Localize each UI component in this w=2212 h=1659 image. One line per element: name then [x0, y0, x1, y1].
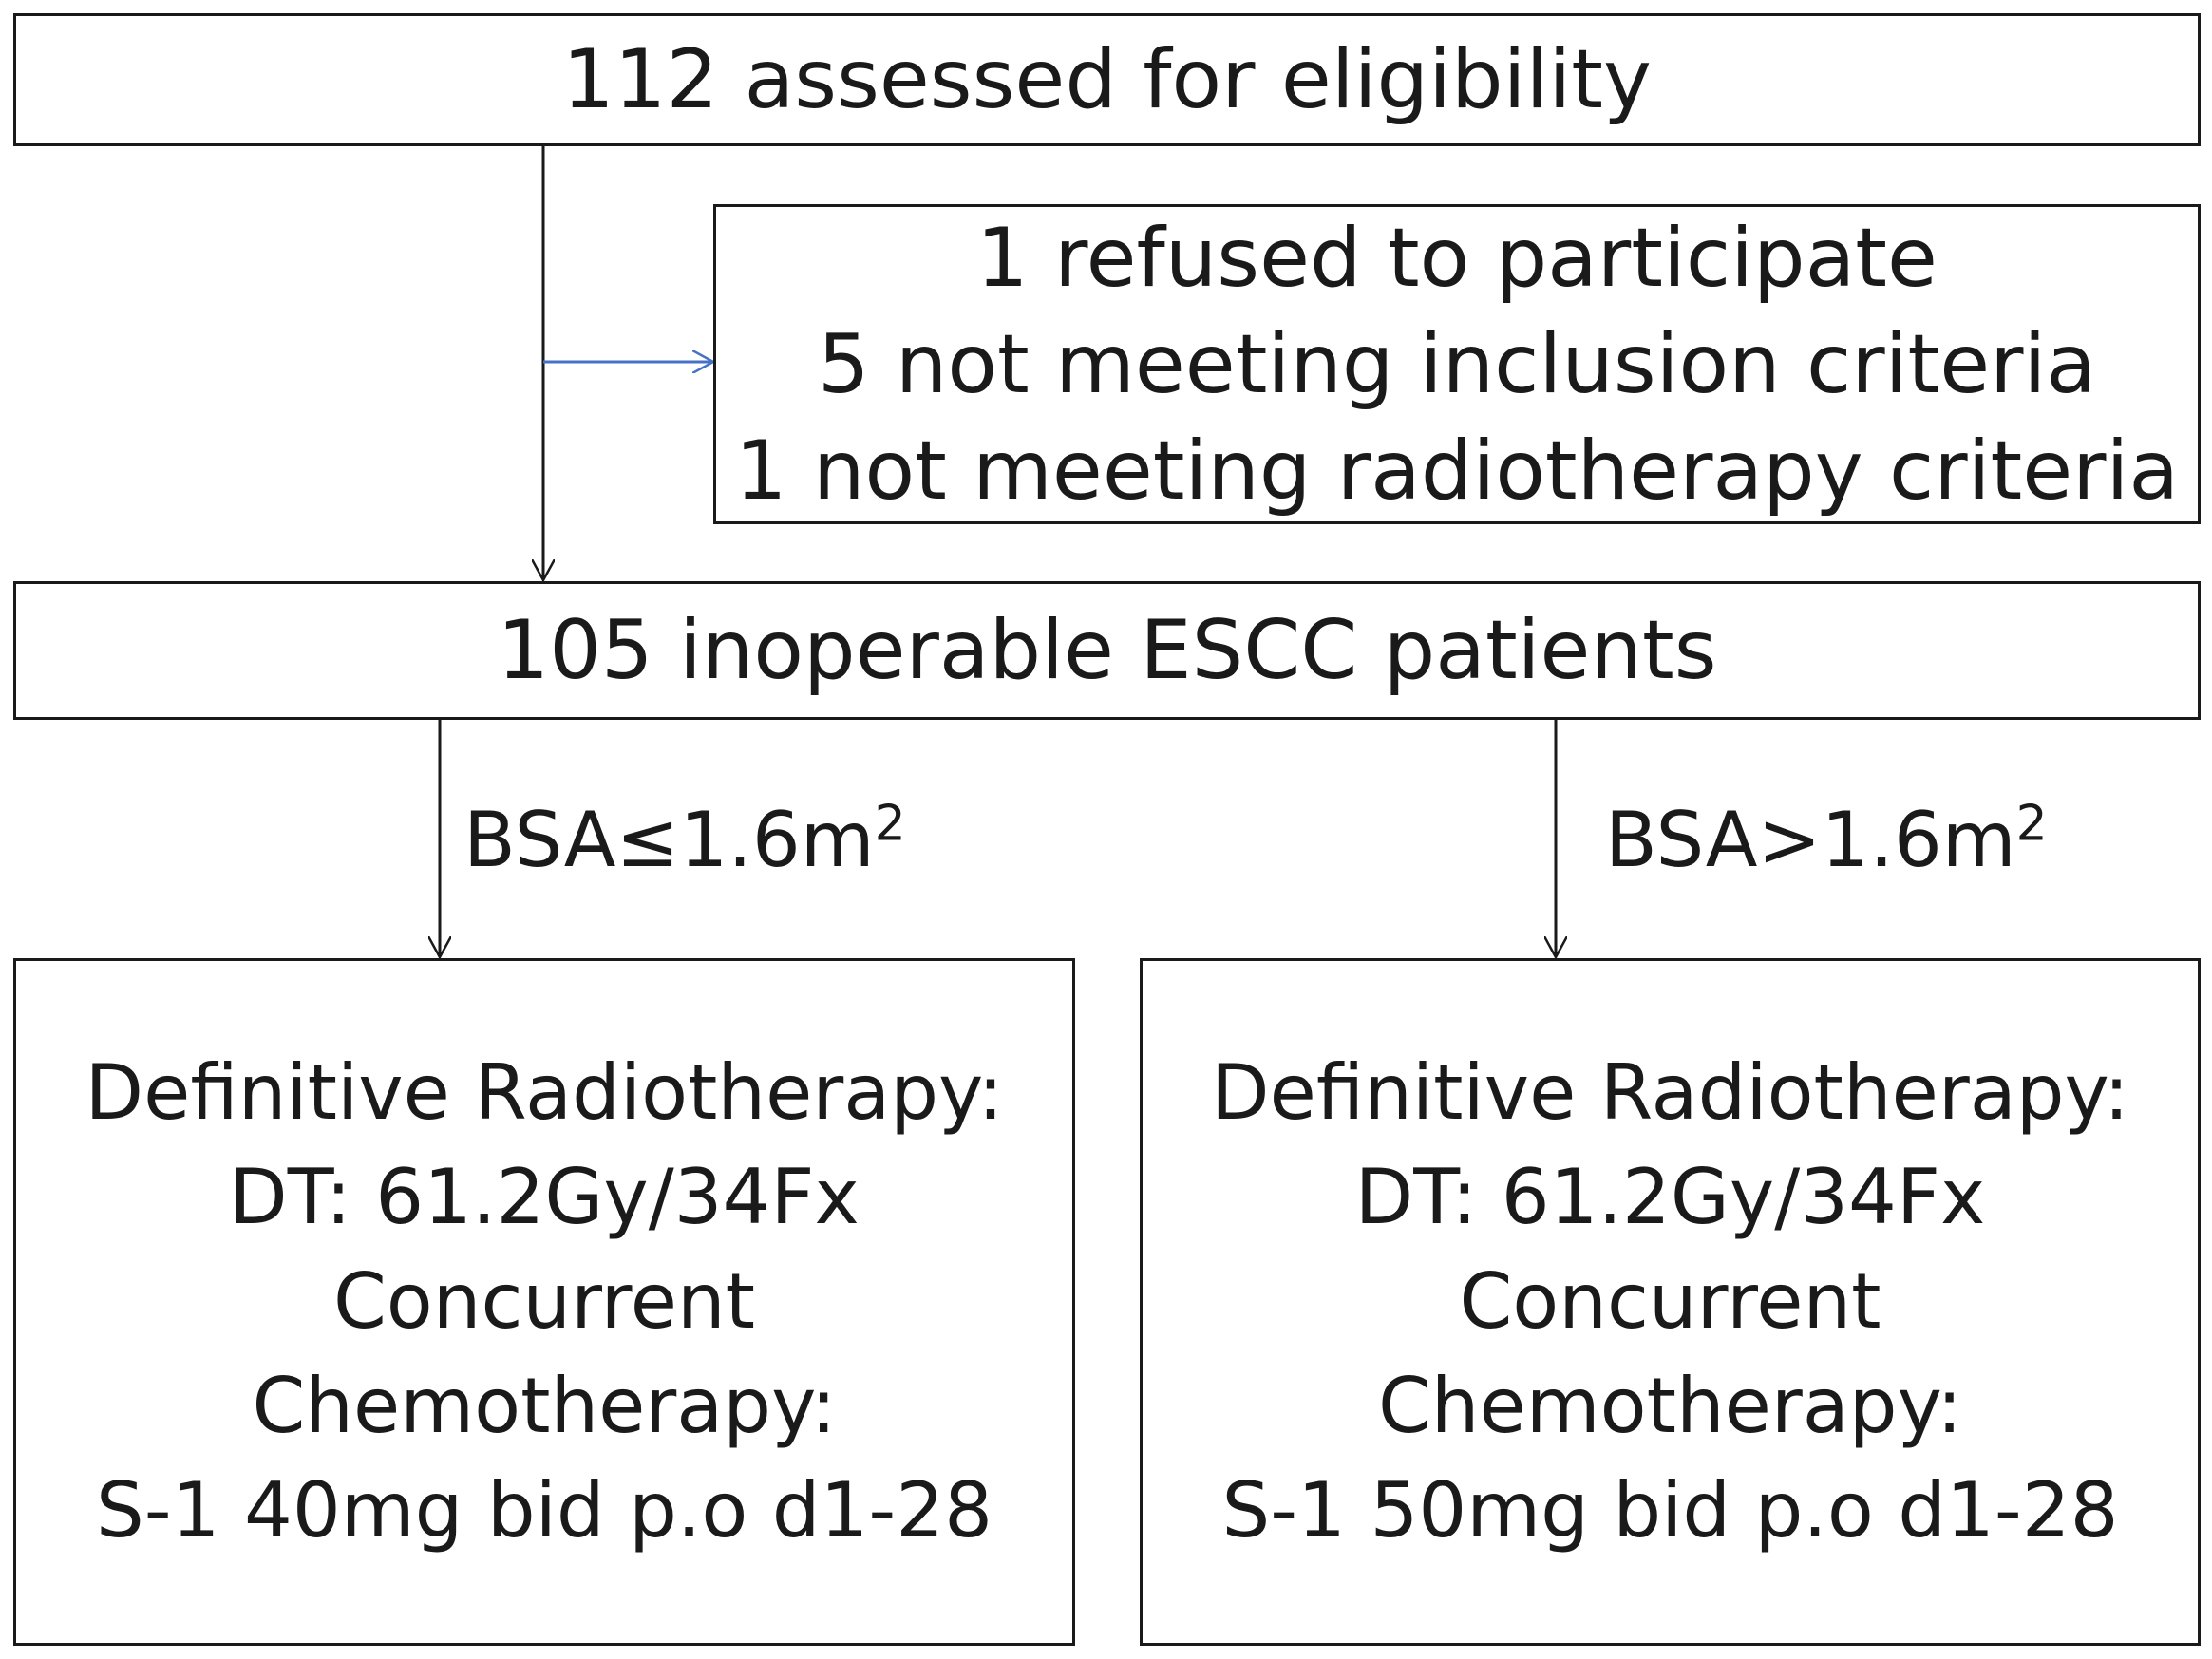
branch-label-left: BSA≤1.6m2: [463, 796, 906, 884]
exclusion-line-inclusion: 5 not meeting inclusion criteria: [817, 316, 2097, 412]
branch-label-right-sup: 2: [2015, 795, 2048, 853]
left-line-concurrent: Concurrent: [332, 1257, 756, 1346]
right-line-radiotherapy: Definitive Radiotherapy:: [1211, 1048, 2129, 1137]
left-line-chemotherapy: Chemotherapy:: [252, 1362, 837, 1450]
treatment-box-right: Definitive Radiotherapy: DT: 61.2Gy/34Fx…: [1140, 958, 2201, 1646]
left-line-dose: DT: 61.2Gy/34Fx: [229, 1153, 860, 1241]
right-line-concurrent: Concurrent: [1459, 1257, 1881, 1346]
branch-label-left-main: BSA≤1.6m: [463, 796, 875, 884]
right-line-regimen: S-1 50mg bid p.o d1-28: [1221, 1466, 2119, 1555]
exclusion-line-refused: 1 refused to participate: [976, 210, 1938, 306]
exclusion-box: 1 refused to participate 5 not meeting i…: [713, 204, 2201, 524]
assessed-text: 112 assessed for eligibility: [562, 32, 1652, 127]
assessed-box: 112 assessed for eligibility: [13, 13, 2201, 146]
branch-label-right: BSA>1.6m2: [1605, 796, 2048, 884]
branch-label-left-sup: 2: [874, 795, 906, 853]
enrolled-box: 105 inoperable ESCC patients: [13, 581, 2201, 720]
right-line-chemotherapy: Chemotherapy:: [1377, 1362, 1963, 1450]
left-line-regimen: S-1 40mg bid p.o d1-28: [95, 1466, 993, 1555]
treatment-box-left: Definitive Radiotherapy: DT: 61.2Gy/34Fx…: [13, 958, 1075, 1646]
left-line-radiotherapy: Definitive Radiotherapy:: [85, 1048, 1004, 1137]
right-line-dose: DT: 61.2Gy/34Fx: [1354, 1153, 1986, 1241]
exclusion-line-radiotherapy: 1 not meeting radiotherapy criteria: [734, 423, 2180, 518]
branch-label-right-main: BSA>1.6m: [1605, 796, 2016, 884]
enrolled-text: 105 inoperable ESCC patients: [497, 603, 1717, 698]
